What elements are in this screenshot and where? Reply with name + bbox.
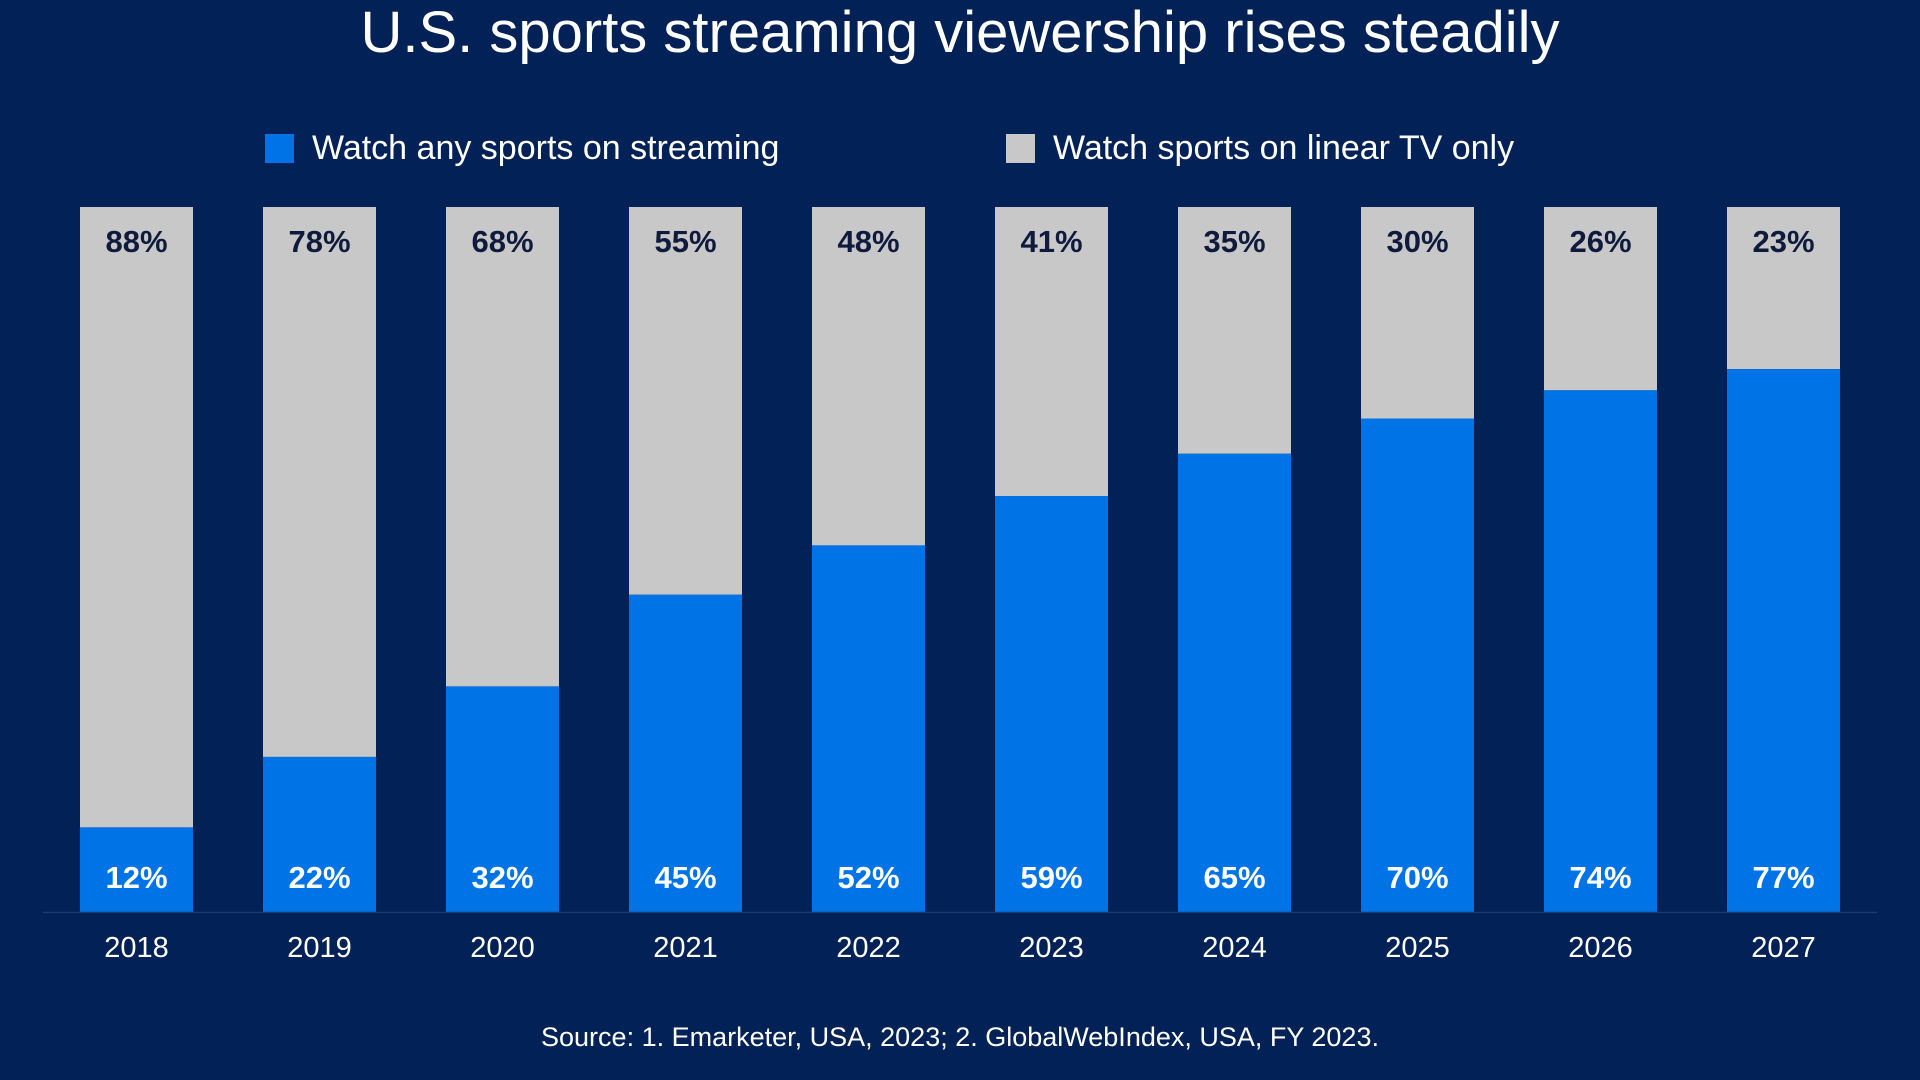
- bar-linear-2020: [446, 207, 559, 687]
- label-linear-2025: 30%: [1386, 224, 1448, 259]
- legend-item-linear: Watch sports on linear TV only: [1006, 128, 1514, 168]
- legend-swatch-linear: [1006, 133, 1035, 163]
- label-linear-2023: 41%: [1020, 224, 1082, 259]
- bar-streaming-2018: [80, 827, 193, 912]
- bar-streaming-2027: [1727, 369, 1840, 912]
- bar-linear-2024: [1178, 207, 1291, 454]
- bar-streaming-2020: [446, 686, 559, 912]
- label-streaming-2025: 70%: [1386, 860, 1448, 895]
- bar-linear-2018: [80, 207, 193, 828]
- label-streaming-2027: 77%: [1752, 860, 1814, 895]
- label-linear-2020: 68%: [471, 224, 533, 259]
- bar-streaming-2021: [629, 594, 742, 912]
- bar-linear-2019: [263, 207, 376, 757]
- label-linear-2024: 35%: [1203, 224, 1265, 259]
- label-streaming-2023: 59%: [1020, 860, 1082, 895]
- label-streaming-2019: 22%: [288, 860, 350, 895]
- x-tick-2019: 2019: [287, 932, 352, 964]
- legend-label-linear: Watch sports on linear TV only: [1053, 129, 1515, 167]
- bar-streaming-2026: [1544, 390, 1657, 912]
- label-linear-2019: 78%: [288, 224, 350, 259]
- legend-item-streaming: Watch any sports on streaming: [265, 128, 779, 168]
- label-streaming-2022: 52%: [837, 860, 899, 895]
- x-tick-2027: 2027: [1751, 932, 1816, 964]
- label-streaming-2020: 32%: [471, 860, 533, 895]
- bar-streaming-2024: [1178, 453, 1291, 912]
- label-streaming-2021: 45%: [654, 860, 716, 895]
- label-linear-2027: 23%: [1752, 224, 1814, 259]
- label-linear-2018: 88%: [105, 224, 167, 259]
- x-tick-2024: 2024: [1202, 932, 1267, 964]
- bar-streaming-2019: [263, 756, 376, 912]
- x-tick-2021: 2021: [653, 932, 718, 964]
- source-note: Source: 1. Emarketer, USA, 2023; 2. Glob…: [541, 1022, 1379, 1052]
- legend-label-streaming: Watch any sports on streaming: [312, 129, 780, 167]
- label-linear-2022: 48%: [837, 224, 899, 259]
- x-tick-2020: 2020: [470, 932, 535, 964]
- x-tick-2023: 2023: [1019, 932, 1084, 964]
- legend-swatch-streaming: [265, 133, 294, 163]
- bar-linear-2021: [629, 207, 742, 595]
- bar-linear-2026: [1544, 207, 1657, 391]
- bar-linear-2022: [812, 207, 925, 546]
- chart-title: U.S. sports streaming viewership rises s…: [360, 0, 1560, 65]
- x-tick-2018: 2018: [104, 932, 169, 964]
- bar-linear-2027: [1727, 207, 1840, 370]
- bar-streaming-2025: [1361, 418, 1474, 912]
- bar-linear-2023: [995, 207, 1108, 497]
- label-linear-2021: 55%: [654, 224, 716, 259]
- label-linear-2026: 26%: [1569, 224, 1631, 259]
- label-streaming-2026: 74%: [1569, 860, 1631, 895]
- bar-linear-2025: [1361, 207, 1474, 419]
- bar-streaming-2022: [812, 545, 925, 912]
- bar-streaming-2023: [995, 496, 1108, 912]
- x-tick-2022: 2022: [836, 932, 901, 964]
- label-streaming-2024: 65%: [1203, 860, 1265, 895]
- x-tick-2026: 2026: [1568, 932, 1633, 964]
- label-streaming-2018: 12%: [105, 860, 167, 895]
- x-tick-2025: 2025: [1385, 932, 1450, 964]
